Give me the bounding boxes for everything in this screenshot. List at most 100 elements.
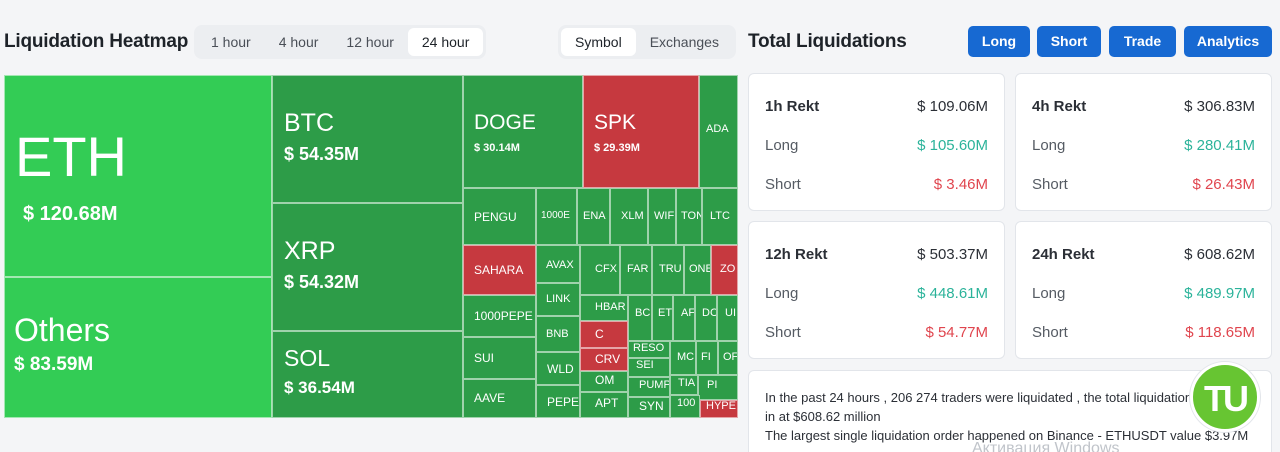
long-button[interactable]: Long — [968, 26, 1030, 57]
stat-long-value: $ 489.97M — [1184, 285, 1255, 302]
heatmap-cell-far[interactable]: FAR — [620, 245, 652, 295]
heatmap-cell-doge[interactable]: DOGE $ 30.14M — [463, 75, 583, 188]
heatmap-cell-btc[interactable]: BTC $ 54.35M — [272, 75, 463, 203]
heatmap-cell-hype[interactable]: HYPE — [700, 400, 738, 418]
heatmap-cell-one[interactable]: ONE — [684, 245, 711, 295]
heatmap-cell-100[interactable]: 100 — [670, 395, 700, 418]
heatmap-value: $ 54.35M — [284, 144, 360, 165]
heatmap-cell-pump[interactable]: PUMP — [628, 377, 670, 397]
heatmap-cell-reso[interactable]: RESO — [628, 341, 670, 358]
heatmap-cell-pengu[interactable]: PENGU — [463, 188, 536, 245]
heatmap-cell-sol[interactable]: SOL $ 36.54M — [272, 331, 463, 418]
heatmap-symbol: WIF — [654, 210, 675, 222]
heatmap-cell-link[interactable]: LINK — [536, 283, 580, 316]
stat-short-value: $ 118.65M — [1185, 324, 1255, 341]
view-selector: Symbol Exchanges — [558, 25, 736, 59]
heatmap-cell-pi[interactable]: PI — [698, 375, 738, 400]
heatmap-cell-of[interactable]: OF — [718, 341, 738, 375]
heatmap-cell-xlm[interactable]: XLM — [610, 188, 648, 245]
heatmap-symbol: PEPE — [547, 395, 580, 409]
heatmap-cell-1000e[interactable]: 1000E — [536, 188, 577, 245]
heatmap-cell-tia[interactable]: TIA — [670, 375, 698, 395]
summary-line-2: in at $608.62 million — [765, 409, 881, 424]
heatmap-symbol: SAHARA — [474, 263, 524, 277]
stat-period: 4h Rekt — [1032, 98, 1087, 115]
heatmap-symbol: SPK — [594, 111, 637, 134]
stat-short-value: $ 54.77M — [925, 324, 988, 341]
heatmap-cell-cfx[interactable]: CFX — [580, 245, 620, 295]
heatmap-cell-et[interactable]: ET — [652, 295, 673, 341]
stat-long-label: Long — [1032, 285, 1066, 302]
heatmap-cell-crv[interactable]: CRV — [580, 348, 628, 371]
tab-symbol[interactable]: Symbol — [561, 28, 636, 56]
heatmap-cell-ena[interactable]: ENA — [577, 188, 610, 245]
heatmap-cell-mc[interactable]: MC — [670, 341, 696, 375]
heatmap-cell-others[interactable]: Others $ 83.59M — [4, 277, 272, 418]
heatmap-symbol: XRP — [284, 237, 336, 265]
tab-24-hour[interactable]: 24 hour — [407, 28, 484, 56]
heatmap-cell-bc[interactable]: BC — [628, 295, 652, 341]
heatmap-cell-dc[interactable]: DC — [695, 295, 717, 341]
stat-long-value: $ 280.41M — [1184, 137, 1255, 154]
tab-12-hour[interactable]: 12 hour — [346, 34, 394, 50]
heatmap-symbol: OF — [723, 351, 738, 363]
heatmap-cell-wld[interactable]: WLD — [536, 352, 580, 385]
heatmap-cell-syn[interactable]: SYN — [628, 397, 670, 418]
stat-period: 24h Rekt — [1032, 246, 1095, 263]
heatmap-cell-af[interactable]: AF — [673, 295, 695, 341]
heatmap-symbol: TRU — [659, 263, 682, 275]
tab-4-hour[interactable]: 4 hour — [278, 34, 319, 50]
heatmap-symbol: ENA — [583, 210, 606, 222]
liquidation-summary: In the past 24 hours , 206 274 traders w… — [748, 370, 1272, 452]
short-button[interactable]: Short — [1037, 26, 1101, 57]
tab-1-hour[interactable]: 1 hour — [211, 34, 251, 50]
heatmap-cell-sui[interactable]: SUI — [463, 337, 536, 379]
stat-long-label: Long — [1032, 137, 1066, 154]
heatmap-symbol: DOGE — [474, 111, 536, 134]
heatmap-cell-eth[interactable]: ETH $ 120.68M — [4, 75, 272, 277]
stat-card-4h: 4h Rekt $ 306.83M Long $ 280.41M Short $ 26… — [1015, 73, 1272, 211]
heatmap-cell-tru[interactable]: TRU — [652, 245, 684, 295]
heatmap-cell-zo[interactable]: ZO — [711, 245, 738, 295]
stat-long-value: $ 105.60M — [917, 137, 988, 154]
heatmap-value: $ 83.59M — [14, 353, 94, 375]
heatmap-cell-1000pepe[interactable]: 1000PEPE — [463, 295, 536, 337]
heatmap-cell-om[interactable]: OM — [580, 371, 628, 392]
heatmap-symbol: SYN — [639, 399, 664, 413]
heatmap-title: Liquidation Heatmap — [4, 31, 189, 52]
heatmap-cell-ada[interactable]: ADA — [699, 75, 738, 188]
stat-short-label: Short — [1032, 324, 1068, 341]
heatmap-cell-c[interactable]: C — [580, 321, 628, 348]
heatmap-symbol: UI — [725, 307, 736, 319]
heatmap-cell-ton[interactable]: TON — [676, 188, 702, 245]
heatmap-symbol: XLM — [621, 210, 644, 222]
heatmap-symbol: WLD — [547, 362, 574, 376]
heatmap-cell-sahara[interactable]: SAHARA — [463, 245, 536, 295]
heatmap-symbol: BNB — [546, 328, 569, 340]
heatmap-cell-fi[interactable]: FI — [696, 341, 718, 375]
heatmap-symbol: FAR — [627, 263, 649, 275]
heatmap-cell-spk[interactable]: SPK $ 29.39M — [583, 75, 699, 188]
heatmap-cell-wif[interactable]: WIF — [648, 188, 676, 245]
heatmap-symbol: BTC — [284, 109, 334, 137]
stat-short-value: $ 3.46M — [933, 176, 988, 193]
tab-exchanges[interactable]: Exchanges — [649, 34, 719, 50]
heatmap-symbol: ADA — [706, 123, 729, 135]
heatmap-symbol: APT — [595, 396, 619, 410]
heatmap-cell-apt[interactable]: APT — [580, 392, 628, 418]
heatmap-symbol: LTC — [710, 210, 730, 222]
heatmap-symbol: ONE — [689, 263, 711, 275]
heatmap-cell-ui[interactable]: UI — [717, 295, 738, 341]
heatmap-cell-hbar[interactable]: HBAR — [580, 295, 628, 321]
heatmap-cell-bnb[interactable]: BNB — [536, 316, 580, 352]
heatmap-value: $ 29.39M — [594, 142, 640, 155]
heatmap-cell-xrp[interactable]: XRP $ 54.32M — [272, 203, 463, 331]
heatmap-cell-avax[interactable]: AVAX — [536, 245, 580, 283]
heatmap-symbol: HBAR — [595, 301, 626, 313]
analytics-button[interactable]: Analytics — [1184, 26, 1272, 57]
heatmap-cell-pepe[interactable]: PEPE — [536, 385, 580, 418]
heatmap-cell-sei[interactable]: SEI — [628, 358, 670, 377]
heatmap-cell-ltc[interactable]: LTC — [702, 188, 738, 245]
trade-button[interactable]: Trade — [1109, 26, 1176, 57]
heatmap-cell-aave[interactable]: AAVE — [463, 379, 536, 418]
